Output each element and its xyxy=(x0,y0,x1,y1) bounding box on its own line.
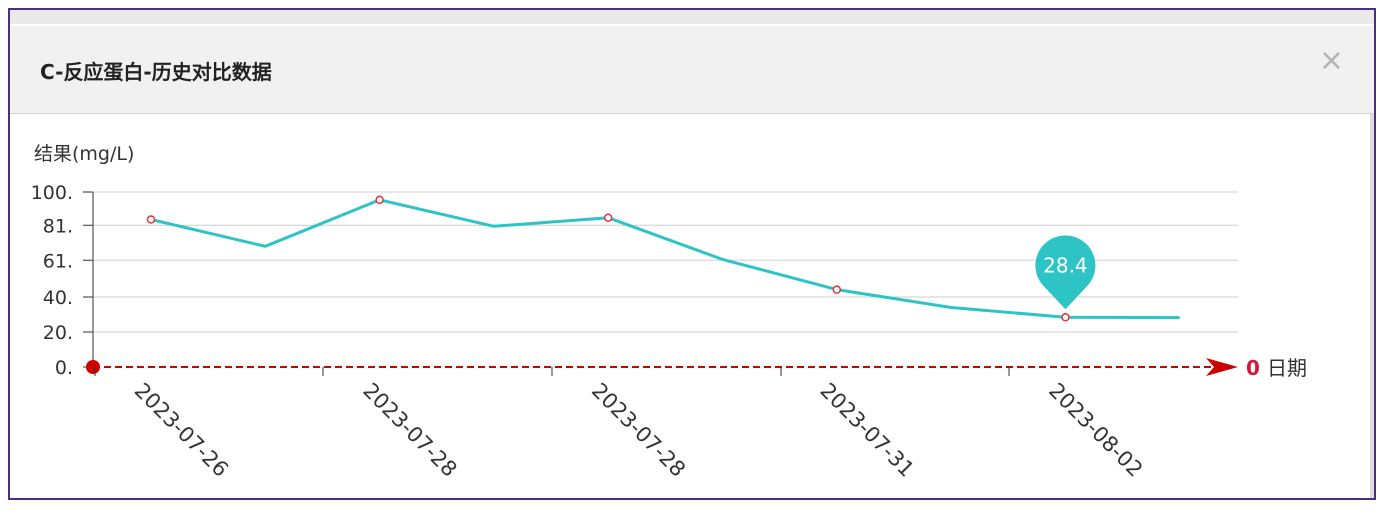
data-point xyxy=(1061,313,1070,322)
series-line xyxy=(150,198,1180,320)
data-point xyxy=(375,195,384,205)
dialog-title: C-反应蛋白-历史对比数据 xyxy=(40,60,272,84)
series-group xyxy=(150,198,1180,320)
x-tick-label: 2023-08-02 xyxy=(1044,378,1147,481)
data-point xyxy=(146,215,156,224)
y-axis-ticks: 0. 20. 40. 61. 81. 100. xyxy=(31,182,94,379)
grid-lines xyxy=(93,191,1238,333)
callout-pin xyxy=(1035,235,1096,310)
dialog: C-反应蛋白-历史对比数据 × xyxy=(8,8,1376,500)
value-callout: 28.4 xyxy=(1035,235,1096,310)
close-icon[interactable]: × xyxy=(1318,43,1344,78)
x-axis-origin-label: 0 xyxy=(1246,356,1260,380)
x-axis-label: 日期 xyxy=(1267,356,1307,380)
x-tick-label: 2023-07-28 xyxy=(358,378,461,481)
x-axis-origin-dot xyxy=(86,360,100,374)
callout-label: 28.4 xyxy=(1043,253,1088,277)
y-tick-label: 20. xyxy=(43,322,73,344)
dialog-header: C-反应蛋白-历史对比数据 × xyxy=(10,26,1374,114)
point-markers xyxy=(146,195,1070,322)
x-tick-label: 2023-07-31 xyxy=(816,378,919,481)
data-point xyxy=(603,213,613,222)
x-tick-label: 2023-07-26 xyxy=(130,378,233,481)
y-tick-label: 40. xyxy=(43,287,73,309)
dialog-top-strip xyxy=(10,10,1374,24)
x-axis-arrow xyxy=(1206,358,1238,376)
y-tick-label: 0. xyxy=(55,357,73,379)
y-tick-label: 100. xyxy=(31,182,73,204)
scrollbar-track[interactable] xyxy=(1370,114,1374,498)
x-tick-label: 2023-07-28 xyxy=(587,378,690,481)
y-tick-label: 61. xyxy=(43,250,73,272)
y-tick-label: 81. xyxy=(43,215,73,237)
x-axis xyxy=(86,358,1238,376)
x-axis-ticks: 2023-07-26 2023-07-28 2023-07-28 2023-07-31… xyxy=(94,367,1147,482)
data-point xyxy=(832,285,842,294)
y-axis-label: 结果(mg/L) xyxy=(34,143,134,165)
